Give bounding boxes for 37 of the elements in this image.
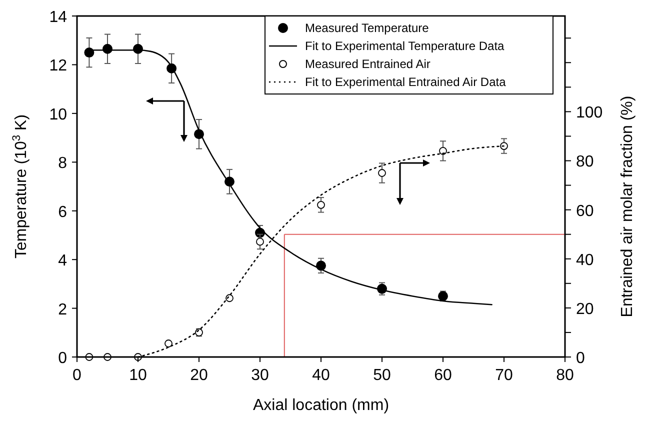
x-tick-label: 50 bbox=[373, 367, 391, 384]
point bbox=[378, 169, 386, 177]
x-tick-label: 60 bbox=[434, 367, 452, 384]
y2-tick-label: 80 bbox=[576, 154, 594, 171]
y-tick-label: 10 bbox=[49, 106, 68, 124]
point bbox=[164, 340, 172, 348]
x-tick-label: 40 bbox=[312, 367, 330, 384]
y-tick-label: 0 bbox=[58, 350, 68, 367]
point bbox=[500, 142, 508, 150]
point bbox=[256, 238, 264, 246]
legend-label: Fit to Experimental Temperature Data bbox=[305, 39, 505, 53]
legend-label: Measured Temperature bbox=[305, 21, 430, 35]
y2-tick-label: 0 bbox=[576, 350, 585, 367]
x-tick-label: 80 bbox=[556, 367, 574, 384]
y2-tick-label: 60 bbox=[576, 202, 594, 220]
x-tick-label: 70 bbox=[495, 367, 513, 384]
y2-axis-title: Entrained air molar fraction (%) bbox=[619, 96, 636, 318]
y2-tick-label: 100 bbox=[576, 104, 603, 122]
point bbox=[84, 48, 94, 58]
x-tick-label: 0 bbox=[72, 367, 82, 384]
x-tick-label: 10 bbox=[129, 367, 147, 384]
x-axis-title: Axial location (mm) bbox=[252, 397, 390, 414]
x-tick-label: 20 bbox=[190, 367, 208, 384]
legend-label: Fit to Experimental Entrained Air Data bbox=[305, 75, 506, 89]
legend-label: Measured Entrained Air bbox=[305, 57, 430, 71]
y-tick-label: 14 bbox=[49, 9, 68, 26]
point bbox=[226, 294, 234, 302]
y-tick-label: 6 bbox=[58, 204, 68, 221]
point bbox=[439, 146, 447, 155]
y-tick-label: 8 bbox=[58, 155, 68, 172]
y-tick-label: 4 bbox=[58, 252, 68, 270]
point bbox=[317, 200, 325, 209]
y2-tick-label: 20 bbox=[576, 300, 594, 318]
y-tick-label: 2 bbox=[58, 301, 68, 318]
y2-tick-label: 40 bbox=[576, 252, 594, 269]
x-tick-label: 30 bbox=[251, 367, 269, 384]
y-tick-label: 12 bbox=[49, 58, 68, 75]
